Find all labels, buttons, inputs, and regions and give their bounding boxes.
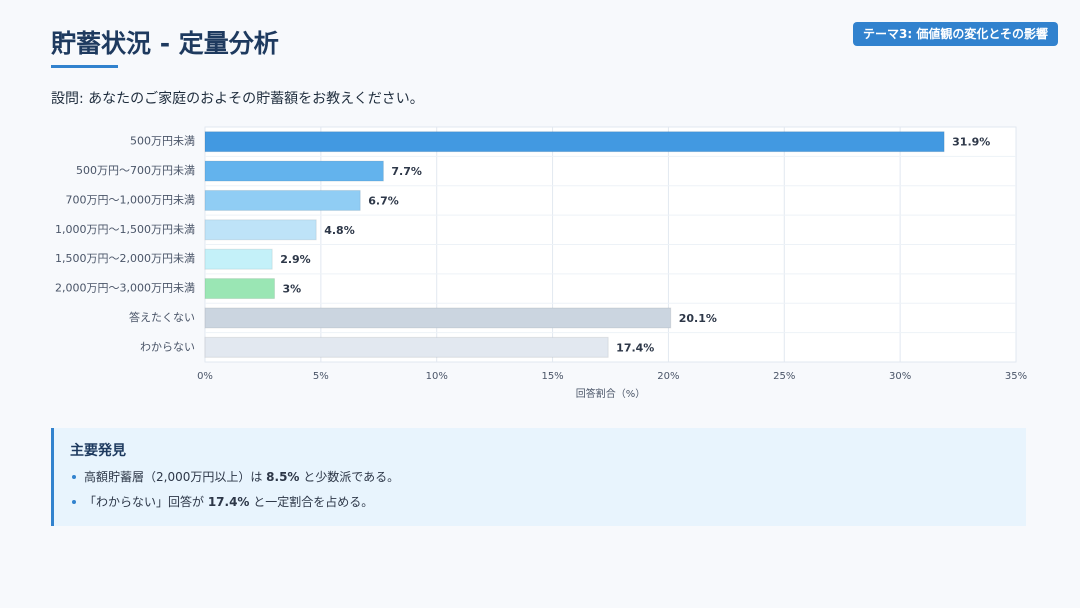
finding-highlight: 8.5%: [266, 470, 300, 484]
x-axis-label: 回答割合（%）: [576, 387, 646, 400]
findings-list: 高額貯蓄層（2,000万円以上）は 8.5% と少数派である。 「わからない」回答…: [70, 468, 1010, 510]
bar: [204, 219, 317, 241]
x-tick-label: 5%: [313, 371, 329, 382]
x-tick-label: 35%: [1005, 371, 1027, 382]
y-tick-label: 500万円未満: [130, 135, 195, 148]
value-label: 6.7%: [368, 194, 399, 207]
value-label: 7.7%: [391, 165, 422, 178]
y-tick-label: 700万円〜1,000万円未満: [66, 193, 196, 206]
x-tick-label: 30%: [889, 371, 911, 382]
findings-box: 主要発見 高額貯蓄層（2,000万円以上）は 8.5% と少数派である。 「わから…: [51, 428, 1026, 526]
x-tick-label: 25%: [773, 371, 795, 382]
x-tick-label: 20%: [657, 371, 679, 382]
finding-text: と少数派である。: [299, 470, 400, 484]
y-tick-label: 答えたくない: [129, 310, 195, 324]
finding-item: 高額貯蓄層（2,000万円以上）は 8.5% と少数派である。: [72, 468, 1010, 485]
y-tick-label: 2,000万円〜3,000万円未満: [55, 282, 195, 295]
chart: 0% 5% 10% 15% 20% 25% 30% 35% 回答割合（%） 500万円未満 31.9…: [55, 126, 1027, 400]
y-tick-label: 1,000万円〜1,500万円未満: [55, 223, 195, 236]
bar: [204, 189, 361, 211]
y-tick-label: わからない: [140, 340, 195, 353]
finding-text: 高額貯蓄層（2,000万円以上）は: [84, 470, 267, 484]
value-label: 4.8%: [324, 224, 355, 237]
theme-badge: テーマ3: 価値観の変化とその影響: [853, 22, 1058, 46]
findings-title: 主要発見: [70, 443, 126, 459]
x-tick-label: 10%: [426, 371, 448, 382]
bar: [204, 278, 276, 300]
value-label: 3%: [283, 283, 302, 296]
value-label: 20.1%: [679, 312, 717, 325]
finding-highlight: 17.4%: [207, 495, 250, 509]
bar: [204, 248, 273, 270]
x-tick-label: 15%: [541, 371, 563, 382]
x-tick-label: 0%: [197, 371, 213, 382]
y-tick-label: 500万円〜700万円未満: [76, 164, 195, 177]
value-label: 31.9%: [952, 136, 990, 149]
finding-item: 「わからない」回答が 17.4% と一定割合を占める。: [72, 493, 1010, 510]
bar: [204, 336, 609, 358]
finding-text: 「わからない」回答が: [84, 495, 208, 509]
question: 設問: あなたのご家庭のおよその貯蓄額をお教えください。: [51, 91, 424, 107]
bar: [204, 131, 945, 153]
finding-text: と一定割合を占める。: [249, 495, 374, 509]
title-underline: [51, 65, 118, 68]
bar: [204, 307, 672, 329]
value-label: 17.4%: [616, 341, 654, 354]
bar: [204, 160, 384, 182]
title: 貯蓄状況 - 定量分析: [51, 29, 279, 58]
value-label: 2.9%: [280, 253, 311, 266]
y-tick-label: 1,500万円〜2,000万円未満: [55, 252, 195, 265]
